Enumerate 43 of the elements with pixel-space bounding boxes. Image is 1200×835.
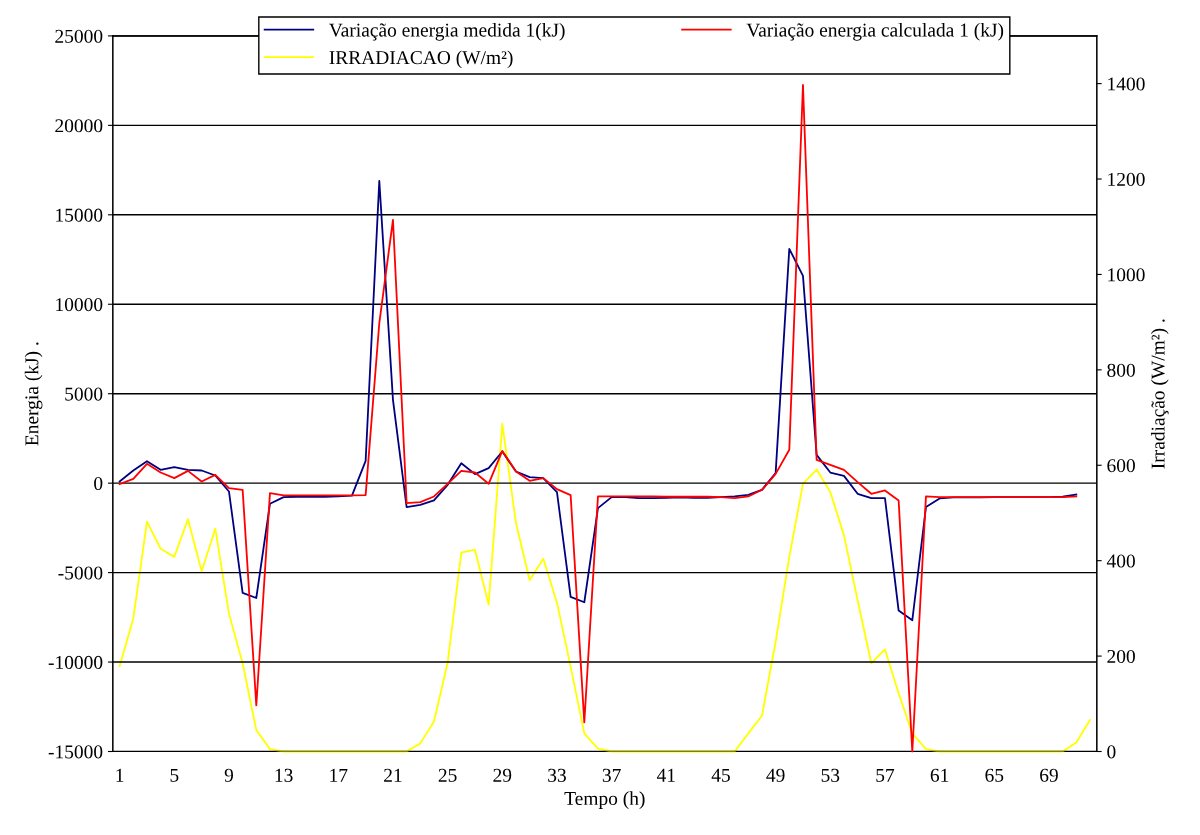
y2-tick-label: 1400	[1108, 77, 1145, 91]
y-tick-label: 0	[94, 476, 103, 491]
y2-tick-label: 1200	[1108, 172, 1145, 186]
y-tick-label: 10000	[56, 298, 103, 312]
y-tick-label: 25000	[55, 29, 103, 43]
x-tick-label: 9	[224, 768, 234, 782]
y2-tick-label: 0	[1107, 745, 1116, 759]
x-tick-label: 53	[821, 768, 840, 782]
line-series	[118, 179, 1078, 622]
x-axis-title: Tempo (h)	[564, 791, 645, 809]
x-tick-label: 17	[330, 768, 348, 782]
y-tick-label: 5000	[65, 387, 103, 401]
legend-label: Variação energia medida 1(kJ)	[329, 22, 565, 41]
y2-tick-label: 600	[1107, 459, 1135, 473]
x-tick-label: 37	[602, 768, 621, 782]
y-tick-label: 20000	[55, 119, 103, 133]
x-tick-label: 33	[548, 768, 566, 782]
x-tick-label: 13	[275, 768, 293, 782]
y-tick-label: -10000	[48, 655, 103, 669]
y-tick-label: -15000	[48, 745, 103, 759]
y2-tick-label: 400	[1106, 554, 1135, 568]
y-tick-label: -5000	[58, 566, 103, 580]
y-tick-label: 15000	[56, 208, 103, 222]
x-tick-label: 25	[438, 768, 457, 782]
x-tick-label: 49	[766, 768, 785, 782]
y2-axis-title: Irradiação (W/m²) .	[1150, 319, 1169, 469]
x-tick-label: 41	[656, 768, 675, 782]
x-tick-label: 57	[876, 768, 895, 782]
x-tick-label: 69	[1040, 768, 1058, 782]
y2-tick-label: 1000	[1108, 268, 1145, 282]
x-tick-label: 45	[711, 768, 730, 782]
y-axis-title: Energia (kJ) .	[24, 342, 43, 446]
x-tick-label: 29	[493, 768, 512, 782]
legend-label: IRRADIACAO (W/m²)	[329, 50, 513, 69]
line-series	[118, 84, 1078, 753]
y2-tick-label: 200	[1107, 649, 1135, 664]
x-tick-label: 21	[384, 768, 402, 782]
x-tick-label: 61	[930, 768, 949, 782]
x-tick-label: 1	[116, 768, 124, 782]
legend-label: Variação energia calculada 1 (kJ)	[746, 22, 1004, 41]
y2-tick-label: 800	[1107, 363, 1135, 377]
x-tick-label: 65	[985, 768, 1004, 782]
x-tick-label: 5	[170, 768, 179, 782]
